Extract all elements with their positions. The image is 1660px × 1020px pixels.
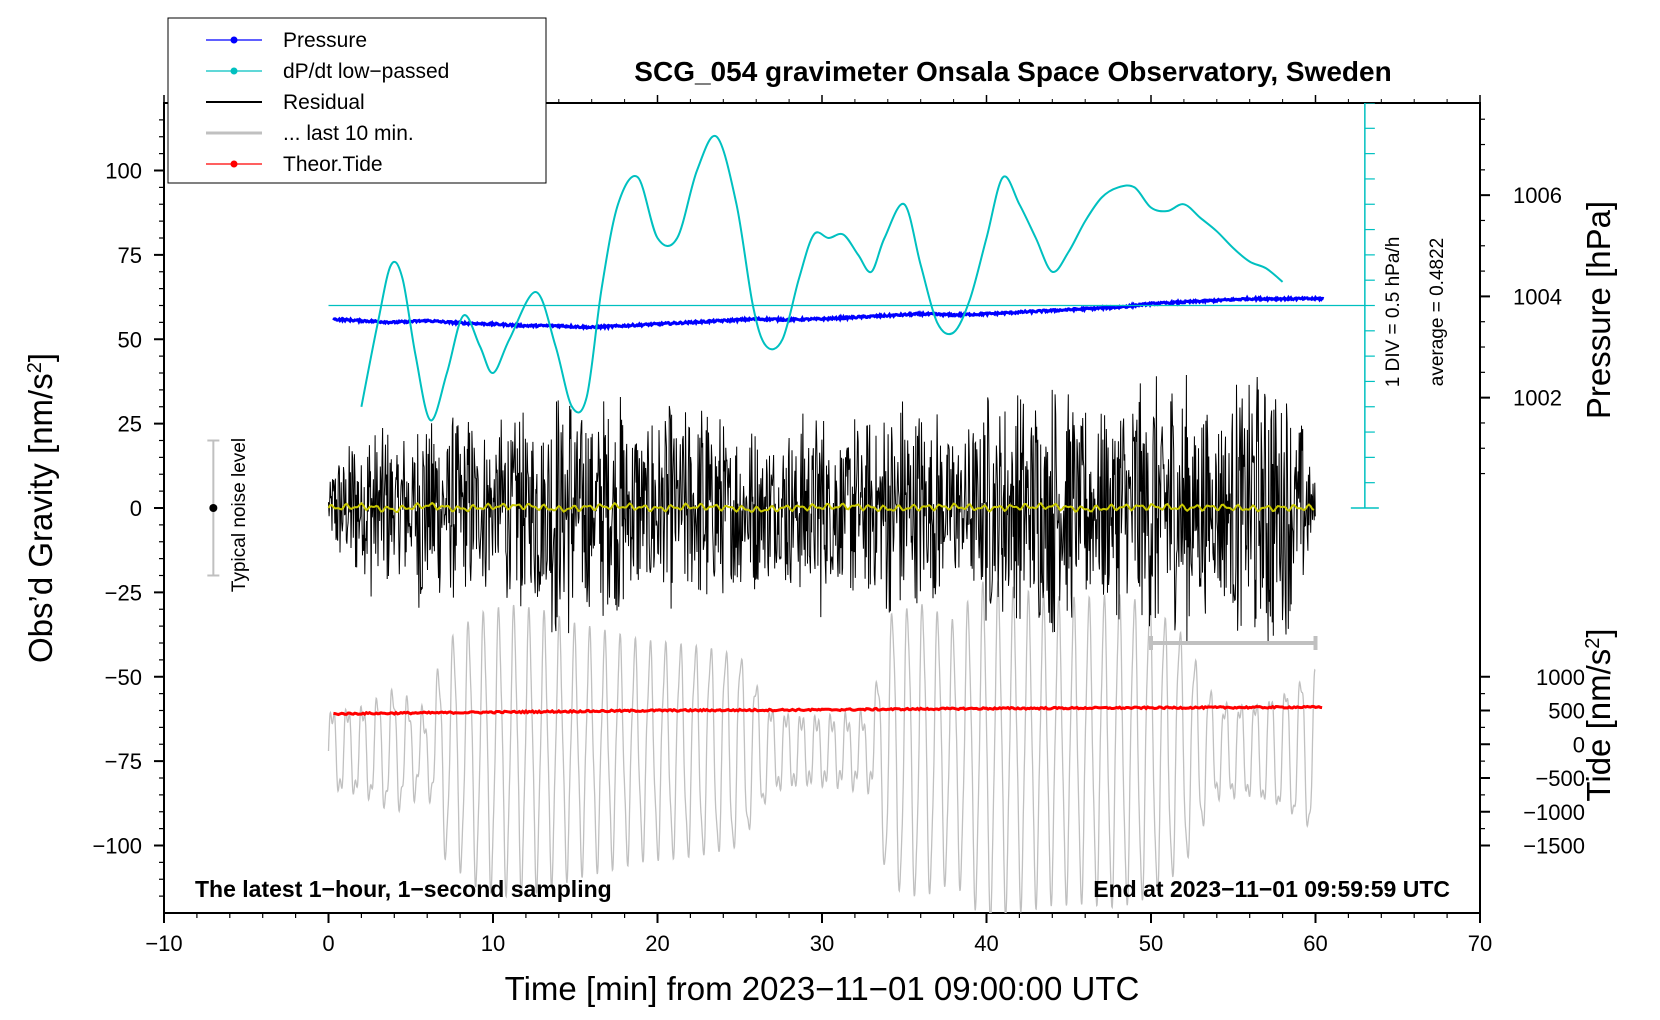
- tide-tick-label: −1500: [1523, 834, 1585, 859]
- pressure-tick-label: 1006: [1513, 183, 1562, 208]
- annotation-dpdt-average: average = 0.4822: [1427, 238, 1448, 386]
- x-tick-label: −10: [145, 931, 182, 956]
- x-tick-label: 20: [645, 931, 669, 956]
- tide-tick-label: −1000: [1523, 800, 1585, 825]
- pressure-tick-label: 1002: [1513, 386, 1562, 411]
- annotation-noise-level: Typical noise level: [229, 438, 250, 592]
- annotation-dpdt-scale: 1 DIV = 0.5 hPa/h: [1383, 237, 1404, 388]
- x-tick-label: 10: [481, 931, 505, 956]
- legend-marker-tide: [230, 160, 238, 168]
- tide-tick-label: 0: [1573, 732, 1585, 757]
- y-axis-title-tide-end: ]: [1580, 628, 1617, 637]
- y-tick-label: −50: [105, 665, 142, 690]
- annotation-sampling: The latest 1−hour, 1−second sampling: [195, 876, 612, 902]
- y-axis-title-tide: Tide [nm/s2]: [1580, 628, 1617, 801]
- y-tick-label: 25: [118, 412, 142, 437]
- x-tick-label: 50: [1139, 931, 1163, 956]
- noise-bar-dot: [209, 504, 218, 512]
- y-axis-title-tide-sup: 2: [1582, 638, 1604, 649]
- y-axis-title-tide-text: Tide [nm/s: [1580, 649, 1617, 802]
- y-tick-label: 75: [118, 243, 142, 268]
- annotation-end-time: End at 2023−11−01 09:59:59 UTC: [1093, 876, 1450, 902]
- legend-marker-dpdt: [230, 67, 238, 75]
- raw-signal-gray-line: [327, 580, 1316, 913]
- y-axis-title-gravity-text: Obs’d Gravity [nm/s: [22, 373, 59, 663]
- y-tick-label: −100: [92, 834, 142, 859]
- legend-marker-pressure: [230, 36, 238, 44]
- tide-line: [333, 704, 1323, 717]
- residual-lowpass-line: [327, 501, 1315, 514]
- x-tick-label: 40: [974, 931, 998, 956]
- legend-label-dpdt: dP/dt low−passed: [283, 60, 449, 83]
- legend-box: [167, 17, 547, 184]
- x-tick-label: 0: [322, 931, 334, 956]
- x-tick-label: 70: [1468, 931, 1492, 956]
- y-tick-label: 0: [130, 496, 142, 521]
- legend: Pressure dP/dt low−passed Residual ... l…: [167, 17, 547, 184]
- pressure-line: [332, 294, 1325, 332]
- y-tick-label: 50: [118, 327, 142, 352]
- legend-label-last10: ... last 10 min.: [283, 122, 414, 145]
- pressure-tick-label: 1004: [1513, 284, 1562, 309]
- tide-tick-label: 500: [1548, 699, 1585, 724]
- y-axis-title-gravity-sup: 2: [24, 362, 46, 373]
- y-tick-label: −25: [105, 580, 142, 605]
- legend-label-pressure: Pressure: [283, 29, 367, 52]
- x-tick-label: 60: [1303, 931, 1327, 956]
- dpdt-line: [360, 134, 1284, 422]
- x-axis-title: Time [min] from 2023−11−01 09:00:00 UTC: [505, 970, 1140, 1007]
- x-tick-label: 30: [810, 931, 834, 956]
- y-tick-label: 100: [105, 159, 142, 184]
- residual-noise-line: [328, 374, 1316, 644]
- tide-tick-label: −500: [1535, 766, 1585, 791]
- tide-tick-label: 1000: [1536, 665, 1585, 690]
- y-axis-title-gravity-end: ]: [22, 353, 59, 362]
- legend-label-residual: Residual: [283, 91, 365, 114]
- y-axis-title-pressure: Pressure [hPa]: [1580, 201, 1617, 419]
- y-tick-label: −75: [105, 749, 142, 774]
- y-axis-title-gravity: Obs’d Gravity [nm/s2]: [22, 353, 59, 663]
- chart-title: SCG_054 gravimeter Onsala Space Observat…: [634, 56, 1391, 87]
- legend-label-tide: Theor.Tide: [283, 153, 383, 176]
